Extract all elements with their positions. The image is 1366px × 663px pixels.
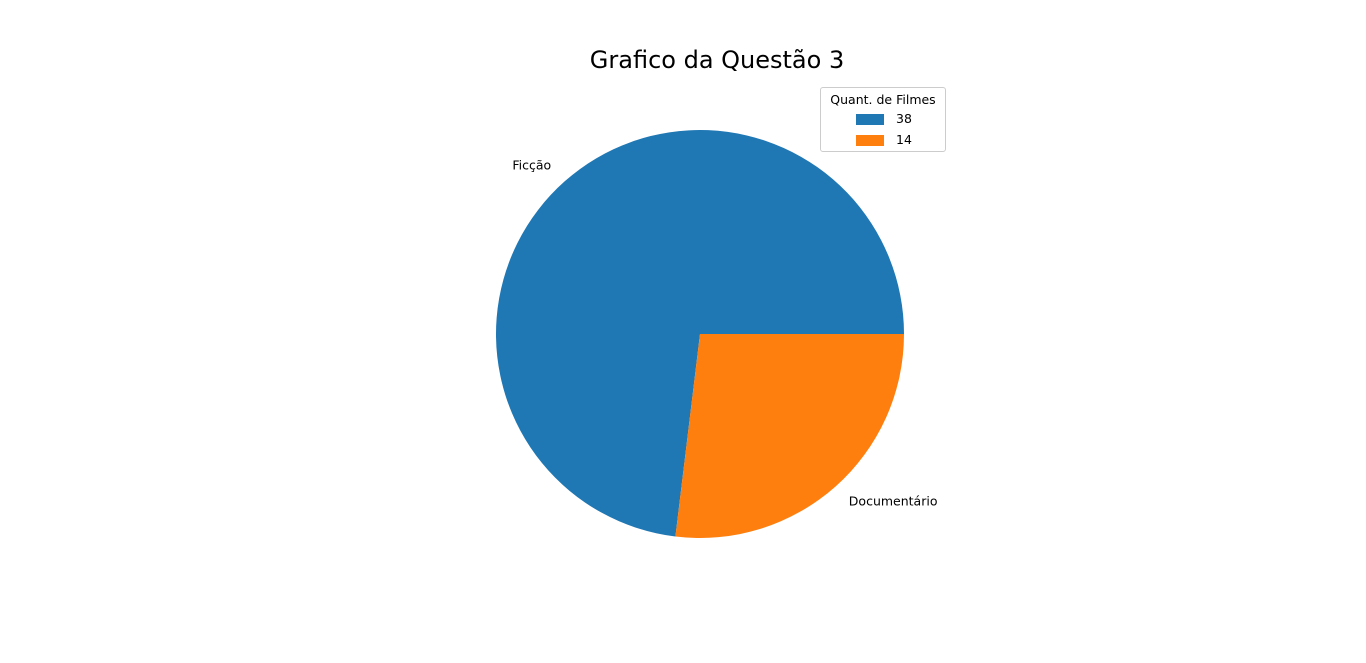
pie-slice	[496, 129, 904, 537]
legend: Quant. de Filmes 38 14	[820, 87, 946, 152]
legend-title: Quant. de Filmes	[830, 92, 936, 107]
slice-label: Documentário	[849, 493, 938, 508]
slice-label: Ficção	[512, 158, 551, 173]
legend-swatch	[856, 114, 884, 125]
legend-entry-label: 14	[896, 132, 912, 147]
legend-entry-label: 38	[896, 111, 912, 126]
legend-swatch	[856, 135, 884, 146]
chart-title: Grafico da Questão 3	[589, 46, 845, 74]
pie-slice	[675, 334, 904, 538]
